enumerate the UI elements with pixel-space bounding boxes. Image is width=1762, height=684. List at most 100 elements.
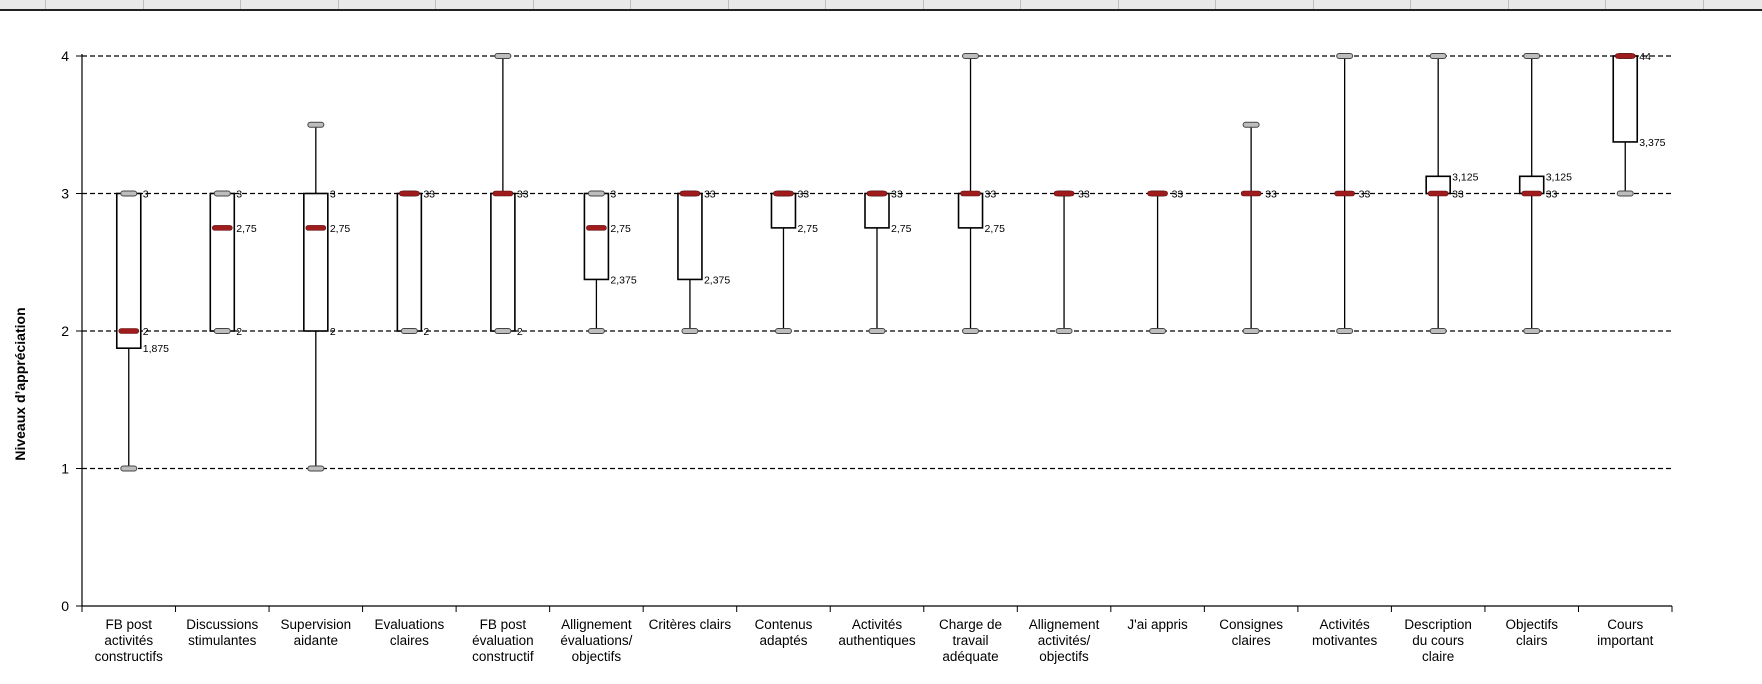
whisker-cap bbox=[1336, 53, 1354, 59]
box-8: 332,75 bbox=[770, 189, 818, 334]
data-label: 3 bbox=[610, 189, 616, 201]
x-tick-label: Evaluations claires bbox=[374, 617, 444, 648]
data-label: 2 bbox=[330, 326, 336, 338]
whisker-cap bbox=[1149, 328, 1167, 334]
median-mark bbox=[211, 225, 233, 231]
box-12: 33 bbox=[1147, 189, 1184, 334]
whisker-cap bbox=[962, 53, 980, 59]
median-mark bbox=[866, 190, 888, 197]
median-mark bbox=[1521, 190, 1543, 197]
median-mark bbox=[118, 328, 140, 334]
column-separator bbox=[1410, 0, 1411, 9]
column-separator bbox=[1312, 0, 1314, 9]
box-5: 33 2 bbox=[490, 53, 529, 338]
column-separator bbox=[922, 0, 924, 9]
median-mark bbox=[399, 190, 420, 197]
data-label: 33 bbox=[517, 189, 529, 201]
x-tick-label: FB post activités constructifs bbox=[95, 617, 164, 664]
whisker-cap bbox=[307, 465, 325, 472]
box-iqr bbox=[490, 192, 516, 332]
y-tick-label: 4 bbox=[61, 48, 69, 64]
x-tick-label: Supervision aidante bbox=[281, 617, 352, 648]
box-series: 3 2 1,875 3 2,75 2 3 2,75 2 33 2 33 2 3 2,75 2,375 33 2,3… bbox=[115, 51, 1666, 472]
median-mark bbox=[305, 225, 327, 231]
data-label: 3 bbox=[330, 189, 336, 201]
column-separator bbox=[532, 0, 534, 9]
box-11: 33 bbox=[1053, 189, 1090, 334]
column-separator bbox=[45, 0, 46, 9]
whisker-cap bbox=[120, 190, 138, 197]
box-iqr bbox=[864, 192, 890, 229]
data-label: 2,75 bbox=[236, 223, 257, 235]
axes: 0 1 2 3 4 bbox=[61, 48, 1673, 614]
x-tick-label: FB post évaluation constructif bbox=[472, 617, 534, 664]
x-tick-label: Activités authentiques bbox=[838, 617, 916, 648]
column-separator bbox=[435, 0, 436, 9]
x-tick-label: Consignes claires bbox=[1219, 617, 1283, 648]
whisker-cap bbox=[1616, 190, 1634, 197]
data-label: 33 bbox=[1265, 189, 1277, 201]
whisker-cap bbox=[494, 53, 512, 59]
whisker-cap bbox=[1429, 328, 1447, 334]
median-mark bbox=[1147, 190, 1168, 197]
median-mark bbox=[773, 190, 794, 197]
box-1: 3 2 1,875 bbox=[115, 189, 169, 472]
data-label: 3 bbox=[236, 189, 242, 201]
median-mark bbox=[586, 225, 607, 231]
box-16: 3,125 33 bbox=[1518, 53, 1572, 334]
column-separator bbox=[1507, 0, 1509, 9]
box-iqr bbox=[209, 192, 236, 332]
data-label: 33 bbox=[704, 189, 716, 201]
box-iqr bbox=[396, 192, 423, 332]
y-tick-label: 0 bbox=[61, 598, 69, 614]
whisker-cap bbox=[213, 328, 231, 334]
data-label: 2,375 bbox=[704, 274, 730, 286]
whisker-cap bbox=[1523, 53, 1541, 59]
whisker-cap bbox=[962, 328, 980, 334]
data-label: 2 bbox=[236, 326, 242, 338]
box-15: 3,125 33 bbox=[1425, 53, 1479, 334]
box-14: 33 bbox=[1334, 53, 1370, 334]
spreadsheet-column-strip bbox=[0, 0, 1762, 11]
x-tick-label: J'ai appris bbox=[1127, 617, 1188, 632]
whisker-cap bbox=[1336, 328, 1354, 334]
whisker-cap bbox=[400, 328, 418, 334]
box-iqr bbox=[1612, 55, 1639, 143]
box-iqr bbox=[583, 192, 610, 281]
data-label: 33 bbox=[423, 189, 435, 201]
y-tick-label: 3 bbox=[61, 186, 69, 202]
x-tick-label: Activités motivantes bbox=[1312, 617, 1378, 648]
x-tick-label: Contenus adaptés bbox=[755, 617, 813, 648]
data-label: 33 bbox=[1172, 189, 1184, 201]
data-label: 33 bbox=[1546, 189, 1558, 201]
box-iqr bbox=[303, 192, 329, 332]
whisker-cap bbox=[681, 328, 699, 334]
x-tick-labels: FB post activités constructifs Discussions s… bbox=[95, 617, 1654, 664]
y-tick-label: 2 bbox=[61, 323, 69, 339]
data-label: 3,125 bbox=[1452, 171, 1478, 183]
column-separator bbox=[1215, 0, 1216, 9]
column-separator bbox=[1020, 0, 1021, 9]
whisker-cap bbox=[1523, 328, 1541, 334]
whisker-cap bbox=[1055, 328, 1073, 334]
median-mark bbox=[1614, 53, 1636, 59]
data-label: 33 bbox=[891, 189, 903, 201]
median-mark bbox=[492, 190, 514, 197]
data-label: 3,375 bbox=[1639, 137, 1665, 149]
whisker-cap bbox=[1429, 53, 1447, 59]
x-tick-label: Discussions stimulantes bbox=[186, 617, 258, 648]
data-label: 3 bbox=[143, 189, 149, 201]
whisker-cap bbox=[213, 190, 231, 197]
median-mark bbox=[1427, 190, 1449, 197]
box-iqr bbox=[677, 192, 703, 281]
whisker-cap bbox=[307, 121, 325, 128]
median-mark bbox=[960, 190, 981, 197]
column-separator bbox=[1605, 0, 1606, 9]
x-tick-label: Allignement activités/objectifs bbox=[1029, 617, 1100, 664]
box-13: 33 bbox=[1240, 121, 1277, 334]
data-label: 44 bbox=[1639, 51, 1651, 63]
data-label: 2,75 bbox=[985, 223, 1006, 235]
x-tick-label: Allignement évaluations/objectifs bbox=[560, 617, 632, 664]
box-9: 332,75 bbox=[864, 189, 912, 334]
x-tick-label: Cours important bbox=[1597, 617, 1654, 648]
